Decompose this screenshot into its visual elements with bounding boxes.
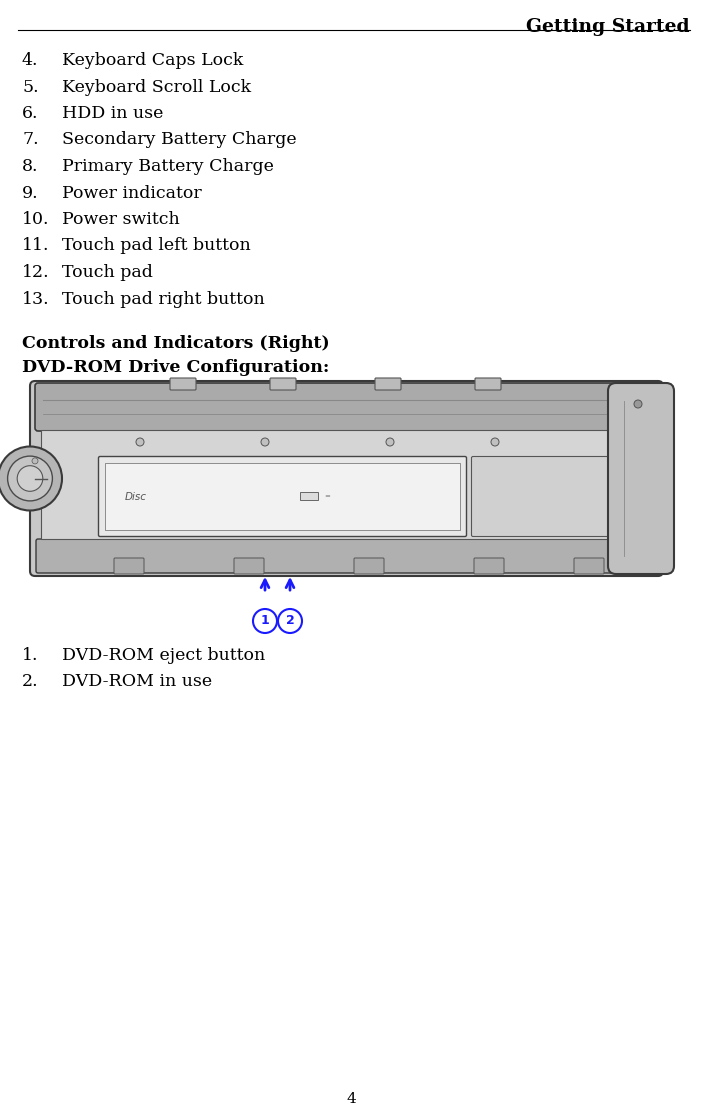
Circle shape xyxy=(634,400,642,408)
Circle shape xyxy=(491,438,499,446)
FancyBboxPatch shape xyxy=(170,378,196,390)
Text: 8.: 8. xyxy=(22,158,39,176)
Circle shape xyxy=(0,447,62,510)
FancyBboxPatch shape xyxy=(234,558,264,574)
Text: 1.: 1. xyxy=(22,647,39,664)
FancyBboxPatch shape xyxy=(375,378,401,390)
Circle shape xyxy=(253,609,277,633)
Text: Touch pad right button: Touch pad right button xyxy=(62,290,265,308)
Text: Power indicator: Power indicator xyxy=(62,184,202,201)
Text: DVD-ROM in use: DVD-ROM in use xyxy=(62,673,212,690)
Text: 7.: 7. xyxy=(22,131,39,149)
Text: Keyboard Caps Lock: Keyboard Caps Lock xyxy=(62,52,243,69)
Circle shape xyxy=(386,438,394,446)
Text: HDD in use: HDD in use xyxy=(62,106,163,122)
Text: 2.: 2. xyxy=(22,673,39,690)
Text: 9.: 9. xyxy=(22,184,39,201)
FancyBboxPatch shape xyxy=(574,558,604,574)
FancyBboxPatch shape xyxy=(474,558,504,574)
Text: =: = xyxy=(324,493,330,500)
Bar xyxy=(105,463,460,530)
Text: 13.: 13. xyxy=(22,290,50,308)
FancyBboxPatch shape xyxy=(270,378,296,390)
Circle shape xyxy=(32,458,38,464)
Text: 5.: 5. xyxy=(22,79,39,96)
Text: Touch pad left button: Touch pad left button xyxy=(62,238,251,254)
FancyBboxPatch shape xyxy=(472,457,614,537)
FancyBboxPatch shape xyxy=(608,383,674,574)
Text: Disc: Disc xyxy=(125,491,147,501)
Text: 6.: 6. xyxy=(22,106,39,122)
Text: DVD-ROM eject button: DVD-ROM eject button xyxy=(62,647,265,664)
Bar xyxy=(300,491,318,500)
Bar xyxy=(41,430,652,539)
FancyBboxPatch shape xyxy=(30,381,663,575)
Text: Primary Battery Charge: Primary Battery Charge xyxy=(62,158,274,176)
FancyBboxPatch shape xyxy=(35,383,658,431)
Text: 4: 4 xyxy=(347,1092,356,1105)
Text: 12.: 12. xyxy=(22,264,50,281)
Text: Getting Started: Getting Started xyxy=(527,18,690,36)
Text: 2: 2 xyxy=(285,614,295,628)
Text: Keyboard Scroll Lock: Keyboard Scroll Lock xyxy=(62,79,251,96)
Text: Power switch: Power switch xyxy=(62,211,180,228)
FancyBboxPatch shape xyxy=(475,378,501,390)
Text: Touch pad: Touch pad xyxy=(62,264,153,281)
FancyBboxPatch shape xyxy=(36,539,657,573)
FancyBboxPatch shape xyxy=(354,558,384,574)
Circle shape xyxy=(136,438,144,446)
Text: 10.: 10. xyxy=(22,211,49,228)
Text: Secondary Battery Charge: Secondary Battery Charge xyxy=(62,131,297,149)
Text: 11.: 11. xyxy=(22,238,49,254)
FancyBboxPatch shape xyxy=(98,457,467,537)
Text: 1: 1 xyxy=(261,614,269,628)
Circle shape xyxy=(17,466,43,491)
Text: DVD-ROM Drive Configuration:: DVD-ROM Drive Configuration: xyxy=(22,359,330,376)
FancyBboxPatch shape xyxy=(114,558,144,574)
Circle shape xyxy=(8,457,53,501)
Text: Controls and Indicators (Right): Controls and Indicators (Right) xyxy=(22,336,330,352)
Text: 4.: 4. xyxy=(22,52,39,69)
Circle shape xyxy=(261,438,269,446)
Circle shape xyxy=(278,609,302,633)
